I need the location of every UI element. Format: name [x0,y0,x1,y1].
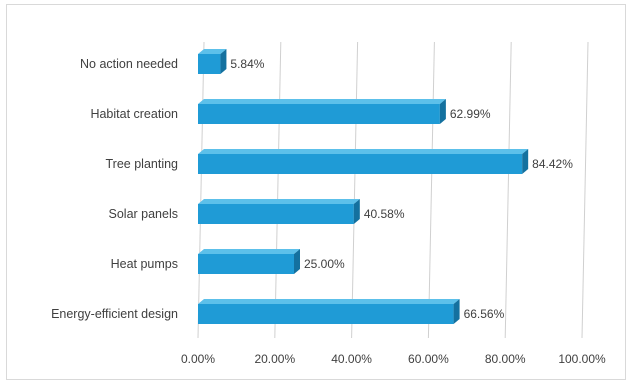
data-label: 5.84% [230,57,264,71]
bar [198,304,454,324]
gridline [504,41,512,339]
x-tick-label: 20.00% [254,352,295,366]
x-tick-label: 60.00% [408,352,449,366]
x-tick-label: 40.00% [331,352,372,366]
gridline [351,41,359,339]
bar-side [439,99,446,124]
category-label: Habitat creation [90,107,178,121]
gridline [197,41,205,339]
bar-side [294,249,300,274]
category-label: Tree planting [106,157,179,171]
bar-top [198,49,227,54]
bar [198,104,440,124]
category-label: Energy-efficient design [51,307,178,321]
bar-side [220,49,227,74]
data-label: 66.56% [464,307,505,321]
bar-top [198,199,360,204]
data-label: 84.42% [532,157,573,171]
data-label: 25.00% [304,257,345,271]
bar [198,54,221,74]
gridline [581,41,589,339]
x-tick-label: 80.00% [485,352,526,366]
gridline [274,41,282,339]
gridline [427,41,435,339]
data-label: 40.58% [364,207,405,221]
x-tick-label: 100.00% [558,352,606,366]
x-tick-label: 0.00% [181,352,215,366]
bar-side [522,149,529,174]
bar-top [198,149,529,154]
bar [198,254,294,274]
category-label: Solar panels [109,207,179,221]
category-label: No action needed [80,57,178,71]
bar-top [198,99,446,104]
category-label: Heat pumps [111,257,178,271]
bar-side [353,199,360,224]
bar-top [198,299,460,304]
bar-top [198,249,300,254]
bar [198,154,523,174]
bar-side [453,299,460,324]
bar [198,204,354,224]
data-label: 62.99% [450,107,491,121]
